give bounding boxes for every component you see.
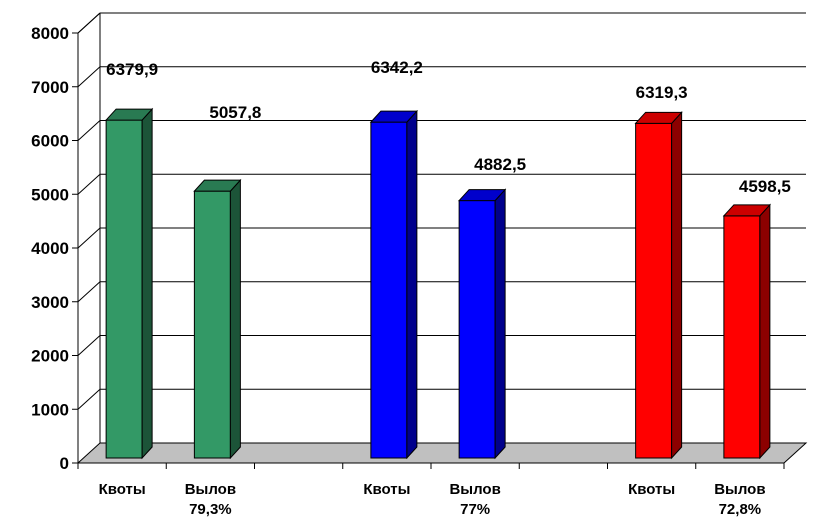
bar (635, 122, 673, 459)
data-label: 6342,2 (371, 58, 423, 77)
bars (104, 107, 772, 460)
data-label: 5057,8 (209, 103, 261, 122)
y-tick-label: 1000 (31, 400, 69, 419)
category-label: Вылов (449, 481, 500, 498)
y-tick-label: 4000 (31, 239, 69, 258)
y-axis: 0 1000 2000 3000 4000 5000 6000 7000 8000 (31, 24, 78, 473)
bar-top (722, 204, 772, 217)
gridline-side (77, 173, 101, 195)
y-tick-label: 7000 (31, 78, 69, 97)
bar-side (494, 188, 506, 460)
gridlines (77, 12, 806, 410)
y-tick-label: 3000 (31, 293, 69, 312)
y-tick-label: 2000 (31, 347, 69, 366)
data-label: 4882,5 (474, 155, 526, 174)
bar-top (193, 179, 242, 192)
data-label: 4598,5 (739, 177, 791, 196)
bar-top (457, 189, 507, 202)
bar-top (634, 111, 683, 124)
category-sublabel: 72,8% (719, 501, 762, 518)
y-tick-label: 6000 (31, 132, 69, 151)
data-label: 6379,9 (106, 60, 158, 79)
gridline-side (77, 388, 101, 410)
gridline-side (77, 66, 101, 88)
category-sublabel: 77% (460, 501, 490, 518)
bar-top (369, 110, 419, 123)
gridline-side (77, 227, 101, 249)
y-tick-label: 5000 (31, 185, 69, 204)
bar-side (671, 111, 683, 460)
category-label: Вылов (714, 481, 765, 498)
category-sublabel: 79,3% (189, 501, 232, 518)
bar-side (229, 178, 241, 460)
bar-side (141, 107, 153, 460)
bar (458, 200, 496, 459)
category-labels: Квоты Вылов 79,3% Квоты Вылов 77% Квоты Вылов 72… (99, 481, 766, 518)
y-tick-label: 0 (60, 454, 69, 473)
bar (105, 119, 143, 459)
bar-side (759, 203, 771, 460)
bar-top (104, 108, 154, 121)
gridline-side (77, 12, 101, 34)
bar-side (406, 109, 418, 460)
category-label: Квоты (363, 481, 410, 498)
gridline-side (77, 120, 101, 141)
data-label: 6319,3 (636, 83, 688, 102)
gridline-side (77, 335, 101, 356)
bar (723, 215, 761, 459)
floor-plane (76, 442, 808, 464)
category-label: Квоты (628, 481, 675, 498)
bar (193, 190, 231, 459)
y-tick-label: 8000 (31, 24, 69, 43)
data-labels: 6379,9 5057,8 6342,2 4882,5 6319,3 4598,5 (106, 58, 791, 196)
bar (370, 121, 408, 459)
category-label: Вылов (185, 481, 236, 498)
chart-floor (76, 442, 808, 464)
gridline-side (77, 281, 101, 303)
x-axis (77, 462, 785, 469)
category-label: Квоты (99, 481, 146, 498)
